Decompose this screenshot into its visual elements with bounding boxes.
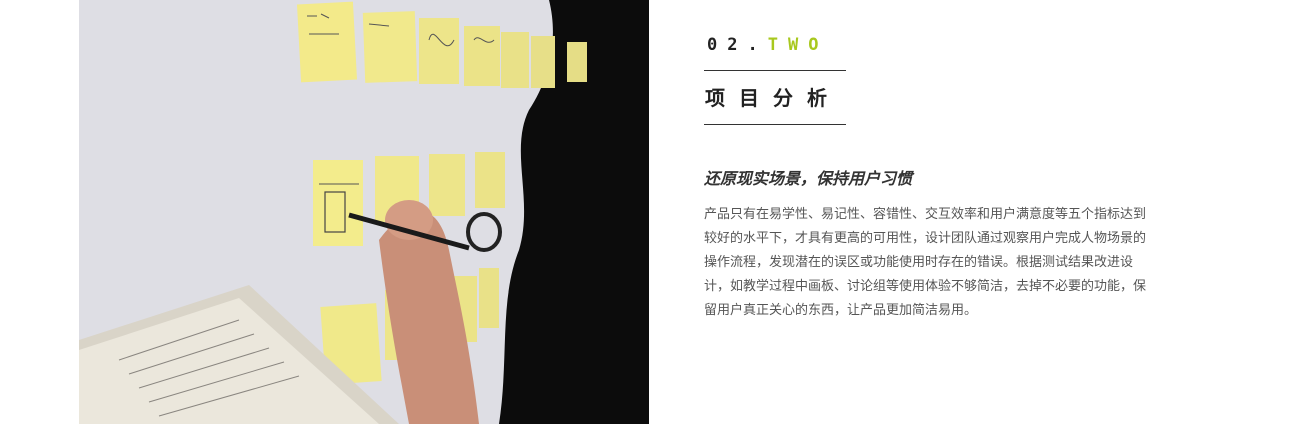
content-paragraph: 产品只有在易学性、易记性、容错性、交互效率和用户满意度等五个指标达到较好的水平下…	[704, 207, 1147, 318]
sticky-notes-middle-row	[313, 152, 505, 246]
heading-divider-top	[704, 70, 846, 71]
heading-divider-bottom	[704, 124, 846, 125]
sticky-notes-top-row	[296, 1, 587, 88]
hero-photo	[79, 0, 649, 424]
section-number-digits: 02	[707, 35, 748, 55]
section-title: 项目分析	[705, 86, 841, 110]
section-number-word: TWO	[767, 35, 829, 55]
content-subtitle: 还原现实场景，保持用户习惯	[704, 169, 913, 188]
section-number-dot: .	[747, 35, 768, 55]
section-number: 02.TWO	[707, 34, 828, 56]
